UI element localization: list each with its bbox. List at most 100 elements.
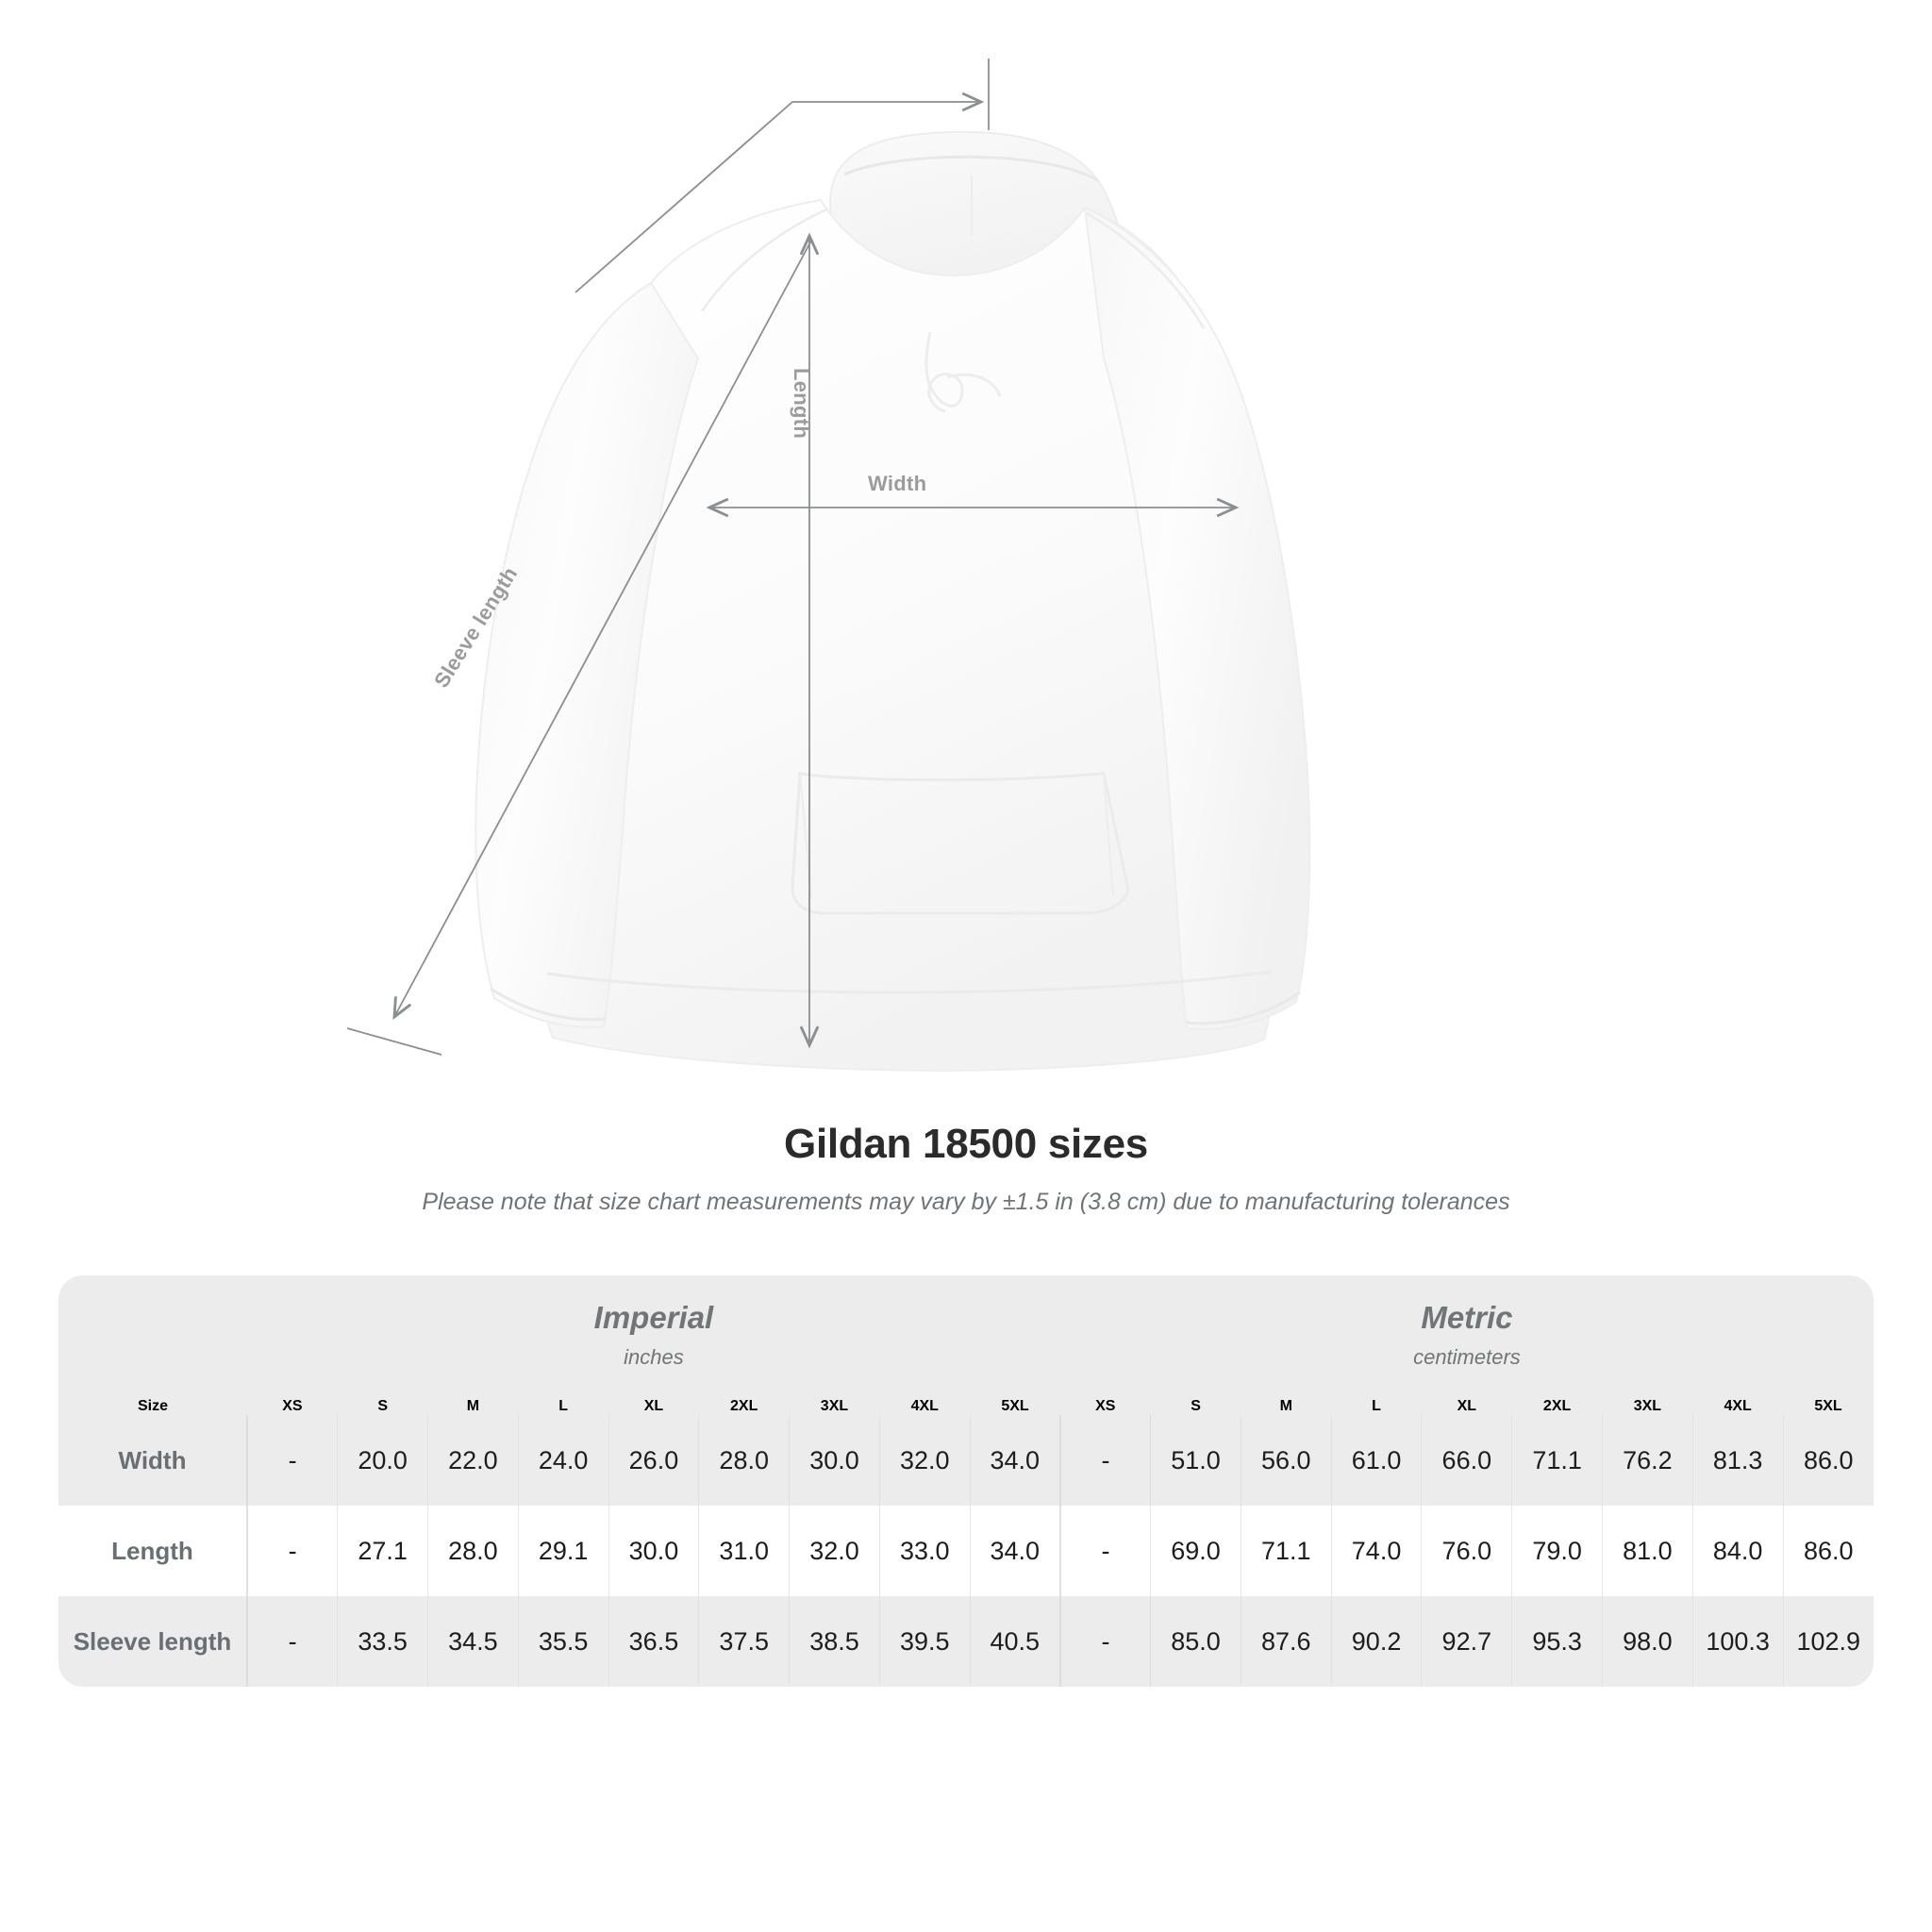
cell-sleeve-length-imperial-m: 34.5 xyxy=(427,1596,519,1687)
cell-width-metric-5xl: 86.0 xyxy=(1783,1415,1874,1506)
cell-length-imperial-s: 27.1 xyxy=(337,1506,429,1596)
size-header-metric-5xl: 5XL xyxy=(1814,1398,1842,1414)
garment-diagram: Length Width Sleeve length xyxy=(346,58,1311,1072)
size-header-metric-m: M xyxy=(1279,1398,1292,1414)
cell-length-metric-5xl: 86.0 xyxy=(1783,1506,1874,1596)
cell-width-metric-m: 56.0 xyxy=(1241,1415,1332,1506)
row-label-sleeve-length: Sleeve length xyxy=(58,1596,248,1687)
size-header-label: Size xyxy=(137,1398,168,1414)
size-header-imperial-xl: XL xyxy=(643,1398,664,1414)
cell-width-imperial-m: 22.0 xyxy=(427,1415,519,1506)
hood-leader-line xyxy=(575,92,985,293)
table-row: Length -27.1 28.0 29.1 30.0 31.0 32.0 33.0 34.0-… xyxy=(58,1506,1874,1596)
unit-imperial-name: Imperial xyxy=(593,1300,714,1335)
hoodie-shape xyxy=(475,130,1311,1072)
size-header-metric-2xl: 2XL xyxy=(1542,1398,1572,1414)
cell-width-metric-xs: - xyxy=(1058,1415,1152,1506)
size-header-metric-3xl: 3XL xyxy=(1633,1398,1662,1414)
cell-sleeve-length-metric-m: 87.6 xyxy=(1241,1596,1332,1687)
cell-length-metric-xl: 76.0 xyxy=(1421,1506,1513,1596)
cell-length-imperial-xl: 30.0 xyxy=(608,1506,700,1596)
cell-width-imperial-xs: - xyxy=(247,1415,339,1506)
cell-sleeve-length-imperial-2xl: 37.5 xyxy=(698,1596,791,1687)
sleeve-arrow xyxy=(392,240,812,1021)
cell-sleeve-length-metric-3xl: 98.0 xyxy=(1602,1596,1693,1687)
cell-width-imperial-3xl: 30.0 xyxy=(789,1415,880,1506)
cell-sleeve-length-metric-s: 85.0 xyxy=(1150,1596,1241,1687)
unit-header-row: Imperial inches Metric centimeters xyxy=(58,1275,1874,1398)
cell-length-imperial-2xl: 31.0 xyxy=(698,1506,791,1596)
cell-sleeve-length-metric-2xl: 95.3 xyxy=(1511,1596,1603,1687)
cell-length-imperial-m: 28.0 xyxy=(427,1506,519,1596)
cell-width-metric-4xl: 81.3 xyxy=(1692,1415,1784,1506)
size-header-metric-l: L xyxy=(1372,1398,1381,1414)
cell-width-metric-3xl: 76.2 xyxy=(1602,1415,1693,1506)
cell-length-imperial-4xl: 33.0 xyxy=(879,1506,971,1596)
cell-sleeve-length-imperial-4xl: 39.5 xyxy=(879,1596,971,1687)
size-header-imperial-5xl: 5XL xyxy=(1001,1398,1029,1414)
size-header-imperial-m: M xyxy=(466,1398,480,1414)
unit-spacer-cell xyxy=(58,1275,247,1398)
size-table-body: Width -20.0 22.0 24.0 26.0 28.0 30.0 32.0 34.0-5… xyxy=(58,1415,1874,1687)
cell-sleeve-length-imperial-xs: - xyxy=(247,1596,339,1687)
cell-length-imperial-l: 29.1 xyxy=(518,1506,609,1596)
width-label: Width xyxy=(868,472,927,495)
size-header-metric-4xl: 4XL xyxy=(1724,1398,1752,1414)
size-header-imperial-s: S xyxy=(377,1398,388,1414)
cell-length-metric-s: 69.0 xyxy=(1150,1506,1241,1596)
cell-sleeve-length-imperial-3xl: 38.5 xyxy=(789,1596,880,1687)
tolerance-note: Please note that size chart measurements… xyxy=(422,1189,1510,1215)
cell-width-imperial-4xl: 32.0 xyxy=(879,1415,971,1506)
cell-width-imperial-s: 20.0 xyxy=(337,1415,429,1506)
size-table-container: Imperial inches Metric centimeters Size X… xyxy=(58,1275,1874,1687)
measurement-lines xyxy=(346,58,1240,1056)
length-label: Length xyxy=(790,368,813,440)
page-title: Gildan 18500 sizes xyxy=(784,1121,1148,1167)
hoodie-illustration xyxy=(346,58,1311,1072)
chart-heading: Gildan 18500 sizes Please note that size… xyxy=(0,1121,1932,1216)
cell-length-metric-2xl: 79.0 xyxy=(1511,1506,1603,1596)
size-header-metric-s: S xyxy=(1191,1398,1201,1414)
cell-sleeve-length-metric-xs: - xyxy=(1058,1596,1152,1687)
size-header-imperial-4xl: 4XL xyxy=(910,1398,939,1414)
cell-sleeve-length-metric-5xl: 102.9 xyxy=(1783,1596,1874,1687)
cell-sleeve-length-metric-4xl: 100.3 xyxy=(1692,1596,1784,1687)
table-row: Width -20.0 22.0 24.0 26.0 28.0 30.0 32.0 34.0-5… xyxy=(58,1415,1874,1506)
size-header-imperial-l: L xyxy=(558,1398,569,1414)
cell-width-metric-l: 61.0 xyxy=(1331,1415,1423,1506)
cell-width-metric-2xl: 71.1 xyxy=(1511,1415,1603,1506)
cell-length-metric-m: 71.1 xyxy=(1241,1506,1332,1596)
size-header-imperial-2xl: 2XL xyxy=(730,1398,758,1414)
size-header-imperial-3xl: 3XL xyxy=(820,1398,849,1414)
size-header-metric-xs: XS xyxy=(1095,1398,1116,1414)
table-row: Sleeve length -33.5 34.5 35.5 36.5 37.5 38.5 39… xyxy=(58,1596,1874,1687)
cell-width-imperial-xl: 26.0 xyxy=(608,1415,700,1506)
cell-width-metric-xl: 66.0 xyxy=(1421,1415,1513,1506)
cell-width-metric-s: 51.0 xyxy=(1150,1415,1241,1506)
unit-metric-sub: centimeters xyxy=(1413,1345,1521,1369)
cell-length-imperial-5xl: 34.0 xyxy=(970,1506,1061,1596)
cell-length-metric-l: 74.0 xyxy=(1331,1506,1423,1596)
cell-sleeve-length-imperial-xl: 36.5 xyxy=(608,1596,700,1687)
cell-sleeve-length-imperial-s: 33.5 xyxy=(337,1596,429,1687)
cell-length-imperial-3xl: 32.0 xyxy=(789,1506,880,1596)
sleeve-tick xyxy=(346,1027,442,1056)
row-label-width: Width xyxy=(58,1415,248,1506)
cell-length-metric-3xl: 81.0 xyxy=(1602,1506,1693,1596)
unit-imperial-sub: inches xyxy=(624,1345,684,1369)
size-table: Imperial inches Metric centimeters Size X… xyxy=(58,1275,1874,1687)
cell-sleeve-length-metric-xl: 92.7 xyxy=(1421,1596,1513,1687)
size-header-row: Size XS S M L XL 2XL 3XL 4XL 5XL XS S M L XL 2XL 3XL 4XL 5… xyxy=(58,1398,1874,1415)
cell-length-metric-4xl: 84.0 xyxy=(1692,1506,1784,1596)
unit-metric-cell: Metric centimeters xyxy=(1059,1275,1874,1398)
cell-width-imperial-2xl: 28.0 xyxy=(698,1415,791,1506)
cell-width-imperial-5xl: 34.0 xyxy=(970,1415,1061,1506)
cell-sleeve-length-imperial-l: 35.5 xyxy=(518,1596,609,1687)
cell-length-imperial-xs: - xyxy=(247,1506,339,1596)
size-header-metric-xl: XL xyxy=(1457,1398,1477,1414)
cell-sleeve-length-metric-l: 90.2 xyxy=(1331,1596,1423,1687)
row-label-length: Length xyxy=(58,1506,248,1596)
cell-sleeve-length-imperial-5xl: 40.5 xyxy=(970,1596,1061,1687)
cell-width-imperial-l: 24.0 xyxy=(518,1415,609,1506)
